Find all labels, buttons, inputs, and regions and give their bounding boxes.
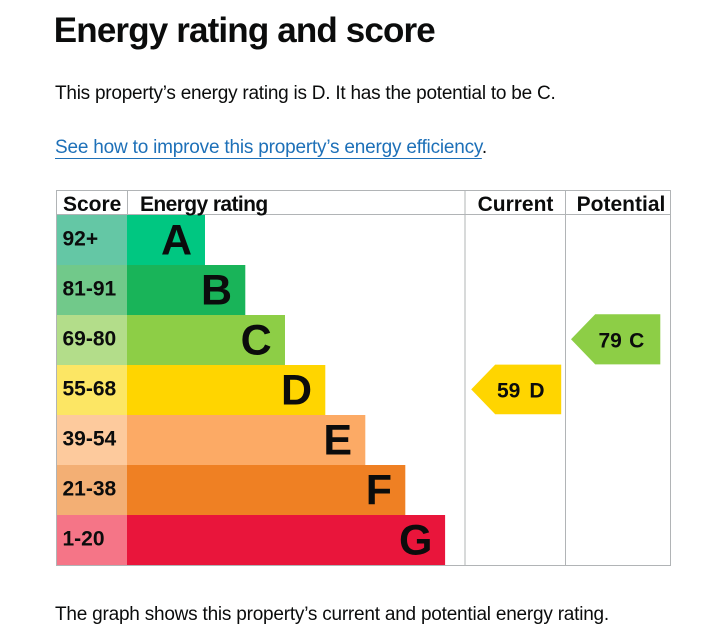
svg-text:1-20: 1-20 xyxy=(62,528,104,551)
svg-text:21-38: 21-38 xyxy=(62,478,116,501)
svg-text:59: 59 xyxy=(497,379,520,402)
svg-text:Potential: Potential xyxy=(576,193,665,216)
svg-text:81-91: 81-91 xyxy=(62,278,116,301)
svg-text:79: 79 xyxy=(598,329,621,352)
svg-text:Current: Current xyxy=(477,193,553,216)
svg-text:A: A xyxy=(160,217,191,265)
svg-text:55-68: 55-68 xyxy=(62,378,116,401)
svg-text:G: G xyxy=(399,517,432,565)
svg-text:C: C xyxy=(629,329,644,352)
svg-text:Score: Score xyxy=(63,193,121,216)
svg-text:C: C xyxy=(240,317,271,365)
svg-text:E: E xyxy=(323,417,352,465)
svg-text:D: D xyxy=(529,379,544,402)
svg-text:D: D xyxy=(280,367,311,415)
svg-text:39-54: 39-54 xyxy=(62,428,116,451)
svg-text:92+: 92+ xyxy=(62,228,98,251)
svg-text:Energy rating: Energy rating xyxy=(140,193,268,216)
svg-text:69-80: 69-80 xyxy=(62,328,116,351)
svg-text:F: F xyxy=(365,467,391,515)
svg-text:B: B xyxy=(200,267,231,315)
